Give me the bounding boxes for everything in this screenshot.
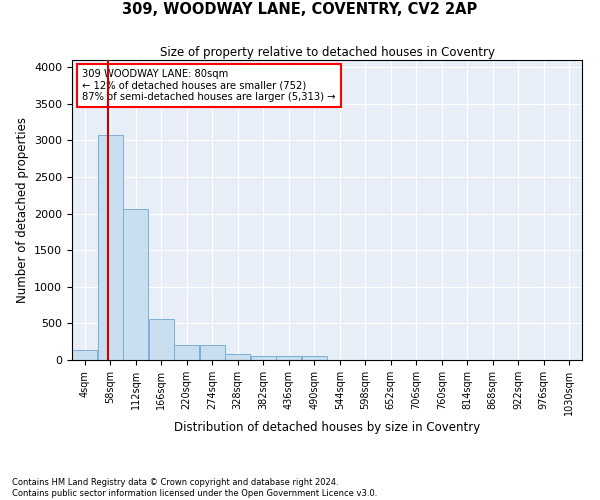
Bar bbox=[98, 134, 123, 360]
Bar bbox=[200, 346, 225, 360]
Bar bbox=[276, 356, 301, 360]
Title: Size of property relative to detached houses in Coventry: Size of property relative to detached ho… bbox=[160, 46, 494, 59]
Text: 309, WOODWAY LANE, COVENTRY, CV2 2AP: 309, WOODWAY LANE, COVENTRY, CV2 2AP bbox=[122, 2, 478, 18]
X-axis label: Distribution of detached houses by size in Coventry: Distribution of detached houses by size … bbox=[174, 420, 480, 434]
Bar bbox=[72, 350, 97, 360]
Text: 309 WOODWAY LANE: 80sqm
← 12% of detached houses are smaller (752)
87% of semi-d: 309 WOODWAY LANE: 80sqm ← 12% of detache… bbox=[82, 69, 336, 102]
Text: Contains HM Land Registry data © Crown copyright and database right 2024.
Contai: Contains HM Land Registry data © Crown c… bbox=[12, 478, 377, 498]
Y-axis label: Number of detached properties: Number of detached properties bbox=[16, 117, 29, 303]
Bar bbox=[251, 356, 276, 360]
Bar bbox=[225, 354, 250, 360]
Bar bbox=[174, 346, 199, 360]
Bar bbox=[123, 208, 148, 360]
Bar bbox=[302, 356, 327, 360]
Bar bbox=[149, 319, 174, 360]
